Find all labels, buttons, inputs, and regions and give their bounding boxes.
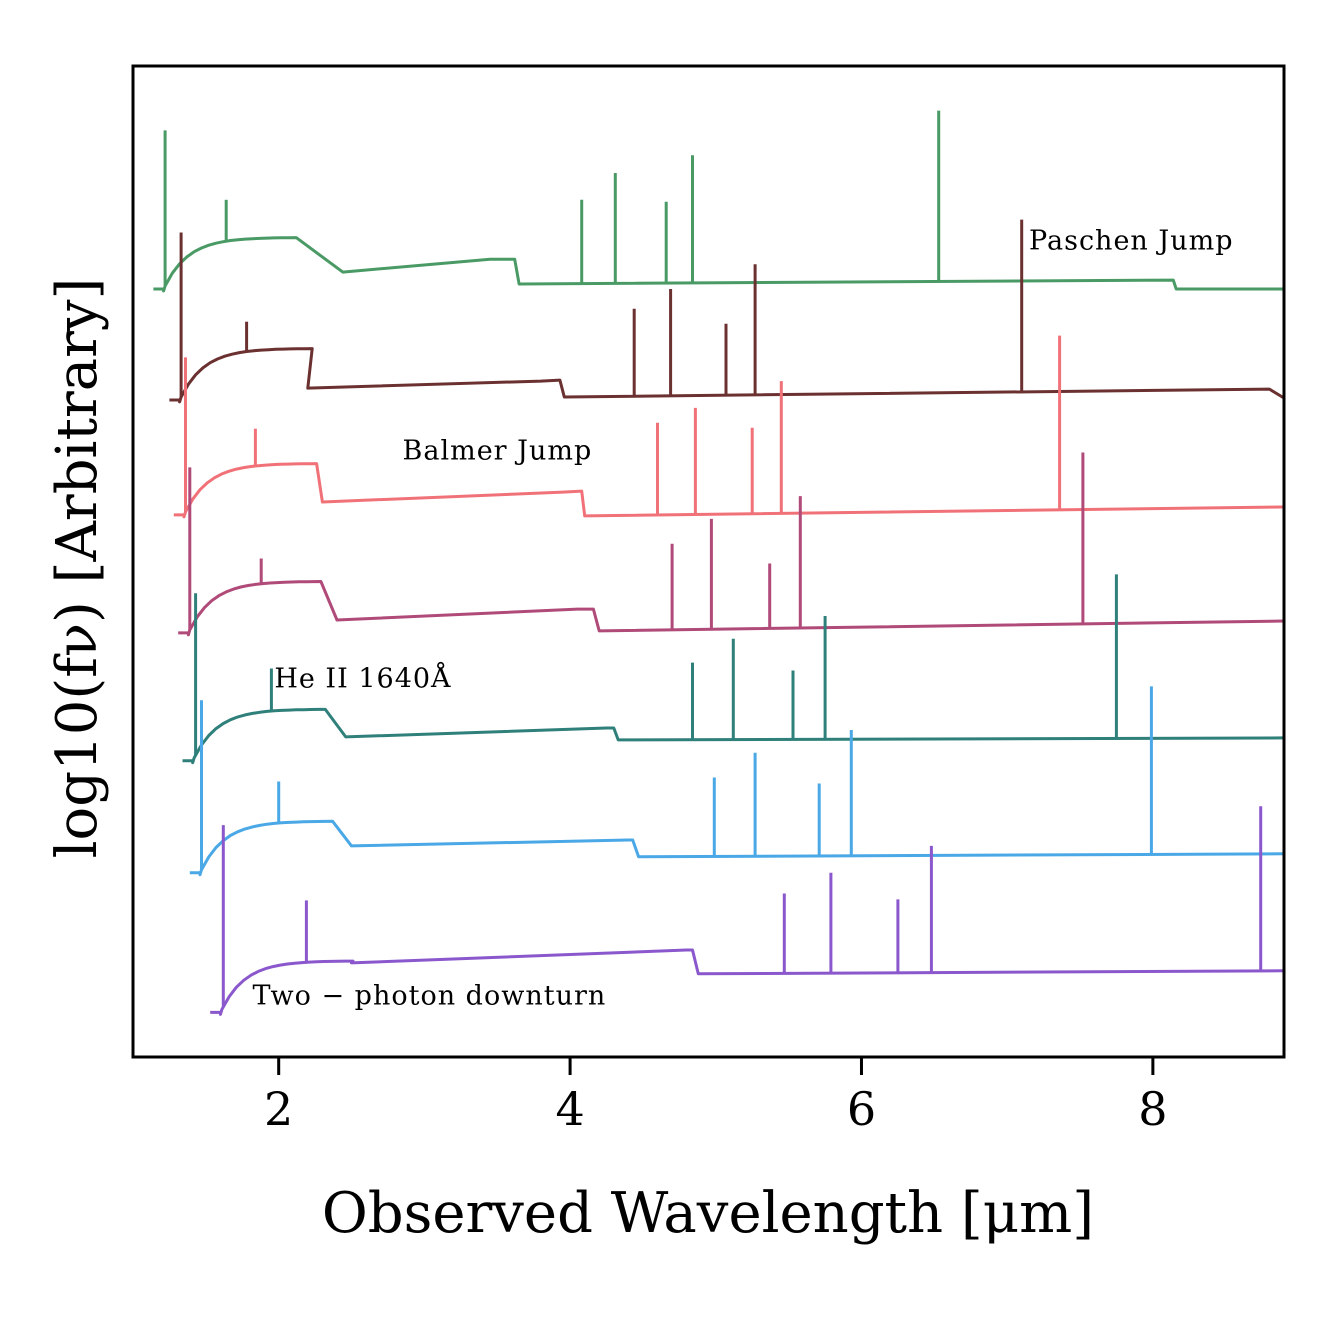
series-6 <box>189 686 1285 877</box>
annotations: Paschen Jump Balmer Jump He II 1640Å Two − … <box>252 225 1233 1011</box>
series-1 <box>153 110 1284 293</box>
annotation-label: Paschen Jump <box>1029 225 1233 256</box>
continuum-line <box>178 580 1285 637</box>
continuum-line <box>169 347 1285 404</box>
x-tick-label: 6 <box>847 1082 876 1136</box>
series-3 <box>173 335 1285 519</box>
continuum-line <box>189 819 1285 877</box>
series-7 <box>210 806 1285 1016</box>
x-tick-label: 8 <box>1138 1082 1167 1136</box>
x-tick-label: 4 <box>555 1082 584 1136</box>
series-5 <box>182 574 1285 765</box>
series-2 <box>169 219 1285 404</box>
y-axis-label: log10(fν) [Arbitrary] <box>45 278 110 859</box>
annotation-label: He II 1640Å <box>274 661 451 694</box>
continuum-line <box>173 462 1285 519</box>
annotation-label: Balmer Jump <box>403 435 593 466</box>
plot-frame <box>131 64 1286 1059</box>
series-layer <box>153 110 1285 1016</box>
continuum-line <box>210 948 1285 1016</box>
annotation-label: Two − photon downturn <box>252 980 606 1011</box>
x-tick-label: 2 <box>264 1082 293 1136</box>
x-axis-label: Observed Wavelength [μm] <box>322 1181 1094 1246</box>
continuum-line <box>153 236 1284 293</box>
series-4 <box>178 452 1285 637</box>
continuum-line <box>182 707 1285 765</box>
x-axis-ticks: 2 4 6 8 <box>264 1057 1168 1136</box>
